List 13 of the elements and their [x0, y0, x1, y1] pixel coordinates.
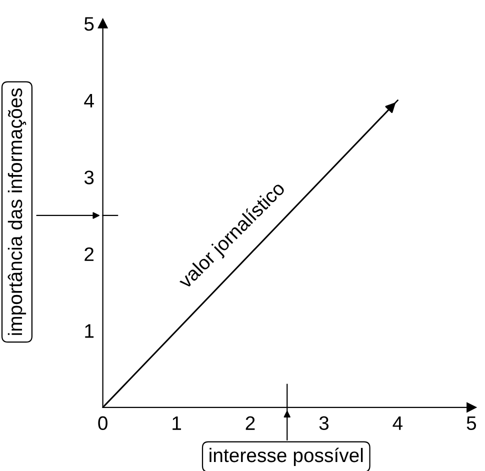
x-tick-label: 3	[319, 416, 329, 430]
x-tick-label: 2	[246, 416, 255, 430]
y-axis-title: importância das informações	[8, 88, 26, 335]
y-tick-label: 4	[84, 94, 94, 108]
x-tick-label: 1	[172, 416, 181, 430]
y-tick-label: 5	[84, 17, 94, 31]
x-axis-title: interesse possível	[210, 448, 363, 466]
y-tick-label: 2	[84, 247, 94, 261]
x-tick-label: 0	[98, 416, 108, 430]
y-tick-label: 1	[85, 324, 94, 338]
x-tick-label: 5	[466, 416, 476, 430]
y-tick-label: 3	[84, 170, 94, 184]
x-tick-label: 4	[392, 416, 403, 430]
